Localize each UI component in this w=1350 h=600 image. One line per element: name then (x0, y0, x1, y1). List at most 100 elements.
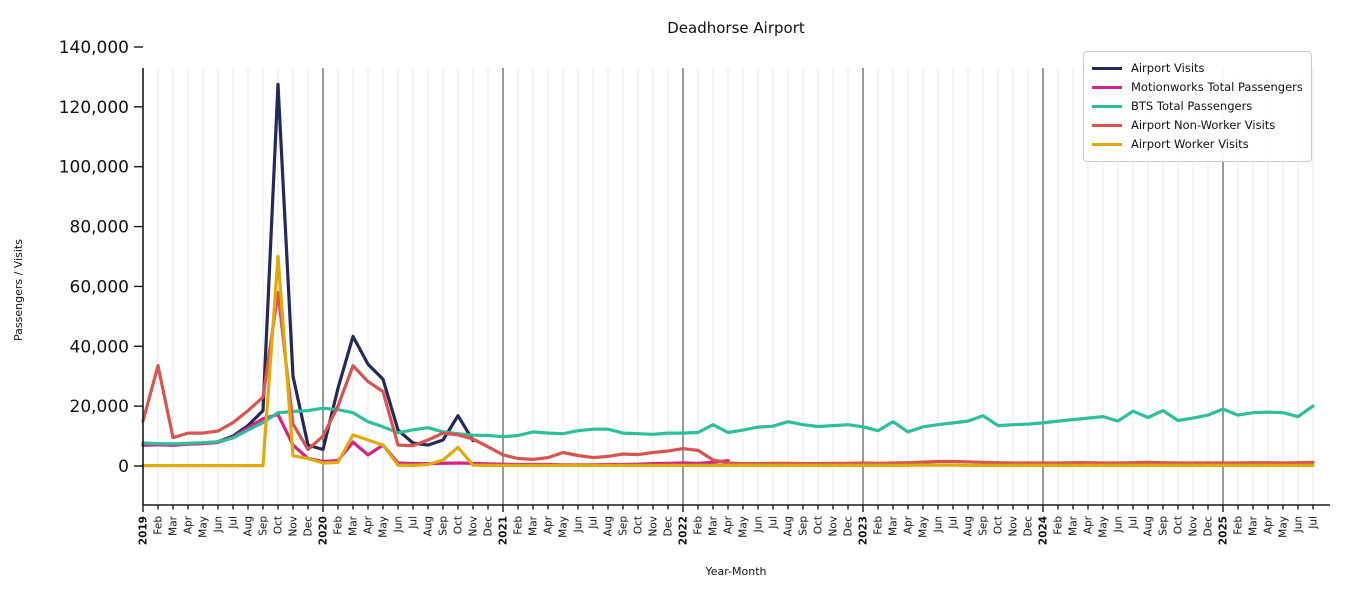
legend: Airport Visits Motionworks Total Passenge… (1083, 51, 1312, 162)
y-tick-label: 40,000 (70, 337, 129, 357)
x-tick-label-month: Feb (693, 516, 705, 535)
x-tick-label-month: Apr (363, 515, 375, 534)
x-tick-label-month: Mar (528, 515, 540, 535)
x-tick-label-month: Nov (1188, 516, 1200, 537)
x-tick-label-month: May (1098, 516, 1110, 538)
x-tick-label-month: Mar (348, 515, 360, 535)
legend-entry-airport-non-worker-visits: Airport Non-Worker Visits (1092, 116, 1303, 135)
x-tick-label-year: 2021 (498, 516, 510, 545)
x-tick-label-month: Dec (483, 516, 495, 537)
x-tick-label-month: Jul (1308, 516, 1320, 530)
x-tick-labels: 2019 Feb Mar Apr May Jun Jul Aug Sep Oct Nov Dec 202… (138, 515, 1320, 545)
x-tick-label-month: Jun (213, 516, 225, 533)
x-tick-label-month: May (378, 516, 390, 538)
chart-title: Deadhorse Airport (667, 19, 805, 37)
legend-swatch-bts-total-passengers (1092, 104, 1122, 109)
x-tick-label-month: Jul (588, 516, 600, 530)
x-tick-label-month: Sep (618, 516, 630, 536)
x-tick-label-month: Sep (438, 516, 450, 536)
x-tick-label-month: Oct (993, 516, 1005, 534)
x-tick-label-month: Dec (663, 516, 675, 537)
x-tick-label-month: Jul (1128, 516, 1140, 530)
x-tick-label-month: Nov (288, 516, 300, 537)
x-tick-label-month: Sep (1158, 516, 1170, 536)
x-tick-label-month: Mar (708, 515, 720, 535)
x-tick-label-month: Apr (1083, 515, 1095, 534)
x-tick-label-month: Jun (933, 516, 945, 533)
y-tick-label: 0 (118, 457, 129, 477)
x-tick-label-month: Oct (1173, 516, 1185, 534)
legend-label: Airport Visits (1131, 61, 1205, 75)
x-tick-label-month: Sep (258, 516, 270, 536)
legend-entry-airport-visits: Airport Visits (1092, 59, 1303, 78)
x-tick-label-month: Dec (303, 516, 315, 537)
x-tick-label-month: Aug (603, 516, 615, 537)
x-tick-label-month: Nov (828, 516, 840, 537)
x-tick-label-month: May (558, 516, 570, 538)
legend-swatch-airport-worker-visits (1092, 142, 1122, 147)
y-tick-label: 20,000 (70, 397, 129, 417)
x-tick-label-month: Jun (1293, 516, 1305, 533)
x-tick-label-month: May (918, 516, 930, 538)
x-tick-label-year: 2022 (678, 516, 690, 545)
x-tick-label-month: Feb (153, 516, 165, 535)
y-tick-label: 80,000 (70, 218, 129, 238)
x-tick-label-month: May (738, 516, 750, 538)
legend-entry-bts-total-passengers: BTS Total Passengers (1092, 97, 1303, 116)
legend-swatch-airport-visits (1092, 66, 1122, 71)
y-tick-label: 120,000 (59, 98, 129, 118)
x-tick-label-year: 2025 (1218, 516, 1230, 545)
x-axis-title: Year-Month (704, 565, 766, 578)
y-axis-title: Passengers / Visits (12, 239, 25, 341)
x-tick-label-month: Oct (633, 516, 645, 534)
legend-label: Motionworks Total Passengers (1131, 80, 1303, 94)
x-tick-label-month: May (198, 516, 210, 538)
x-tick-label-month: Oct (813, 516, 825, 534)
x-tick-label-month: Jun (393, 516, 405, 533)
x-tick-label-month: Dec (843, 516, 855, 537)
legend-label: Airport Worker Visits (1131, 137, 1249, 151)
series-line-airport-worker-visits (141, 254, 1315, 468)
x-tick-label-month: Apr (1263, 515, 1275, 534)
x-tick-label-month: Feb (1233, 516, 1245, 535)
x-tick-label-month: Feb (873, 516, 885, 535)
x-tick-label-month: Jul (228, 516, 240, 530)
x-tick-label-month: Jun (573, 516, 585, 533)
x-tick-label-month: Sep (978, 516, 990, 536)
x-tick-label-month: Dec (1023, 516, 1035, 537)
legend-entry-airport-worker-visits: Airport Worker Visits (1092, 135, 1303, 154)
legend-label: Airport Non-Worker Visits (1131, 118, 1276, 132)
x-tick-label-month: Sep (798, 516, 810, 536)
x-tick-label-month: Feb (513, 516, 525, 535)
x-tick-label-month: Jun (753, 516, 765, 533)
x-tick-label-month: Jul (408, 516, 420, 530)
x-tick-label-month: Oct (453, 516, 465, 534)
x-tick-label-year: 2020 (318, 516, 330, 545)
x-tick-label-month: Mar (168, 515, 180, 535)
x-tick-label-month: Jul (948, 516, 960, 530)
legend-swatch-motionworks-total-passengers (1092, 85, 1122, 90)
x-tick-label-month: Aug (963, 516, 975, 537)
x-tick-label-month: Apr (723, 515, 735, 534)
axes (134, 46, 1330, 512)
x-tick-label-month: Nov (648, 516, 660, 537)
legend-entry-motionworks-total-passengers: Motionworks Total Passengers (1092, 78, 1303, 97)
x-tick-label-month: Dec (1203, 516, 1215, 537)
series-line-bts-total-passengers (141, 404, 1315, 446)
x-tick-label-month: Apr (543, 515, 555, 534)
y-tick-labels: 0 20,000 40,000 60,000 80,000 100,000 120,000 1… (59, 38, 129, 477)
x-tick-label-month: Nov (468, 516, 480, 537)
x-tick-label-month: Aug (783, 516, 795, 537)
x-tick-label-month: Mar (1068, 515, 1080, 535)
x-tick-label-month: Jul (768, 516, 780, 530)
x-tick-label-month: Apr (903, 515, 915, 534)
x-tick-label-month: Mar (1248, 515, 1260, 535)
x-tick-label-year: 2024 (1038, 516, 1050, 545)
y-tick-label: 60,000 (70, 277, 129, 297)
x-tick-label-month: May (1278, 516, 1290, 538)
legend-swatch-airport-non-worker-visits (1092, 123, 1122, 128)
series-lines (141, 82, 1315, 468)
y-tick-label: 100,000 (59, 158, 129, 178)
x-tick-label-month: Oct (273, 516, 285, 534)
